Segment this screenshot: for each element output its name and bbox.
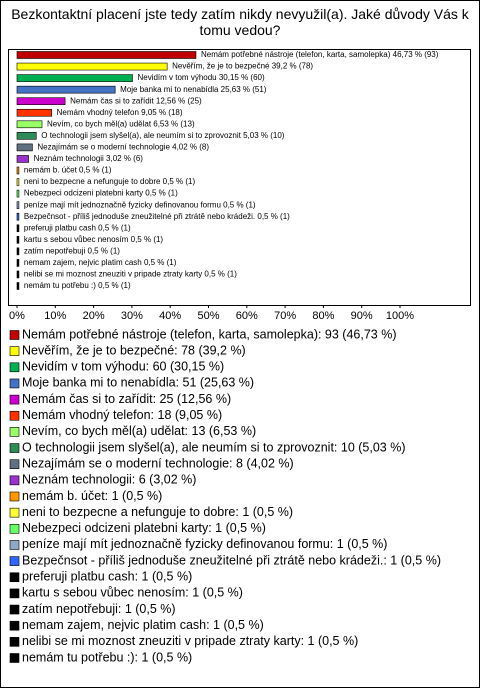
legend-label: Nemám čas si to zařídit: 25 (12,56 %): [22, 392, 231, 406]
bar-label: kartu s sebou vůbec nenosím 0,5 % (1): [24, 235, 164, 244]
bar: [16, 212, 20, 221]
bar-label: Nemám vhodný telefon 9,05 % (18): [57, 108, 183, 117]
bar: [16, 259, 20, 267]
bar: [16, 120, 43, 129]
legend-label: Nevěřím, že je to bezpečné: 78 (39,2 %): [22, 343, 246, 357]
bar-label: Moje banka mi to nenabídla 25,63 % (51): [120, 85, 267, 94]
x-tick-label: 80%: [312, 310, 334, 322]
chart-title: Bezkontaktní placení jste tedy zatím nik…: [11, 6, 469, 38]
legend-swatch: [9, 653, 20, 663]
bar-label: Nebezpeci odcizeni platebni karty 0,5 % …: [24, 189, 178, 198]
legend-swatch: [9, 330, 20, 340]
bar-label: neni to bezpecne a nefunguje to dobre 0,…: [24, 177, 196, 186]
bar-label: peníze mají mít jednoznačně fyzicky defi…: [24, 200, 256, 209]
legend-swatch: [9, 588, 20, 599]
bar-label: Bezpečnsot - příliš jednoduše zneužiteln…: [24, 212, 290, 221]
legend-swatch: [9, 475, 20, 486]
legend-label: Moje banka mi to nenabídla: 51 (25,63 %): [22, 376, 254, 390]
x-tick-label: 60%: [236, 310, 258, 322]
x-tick-label: 20%: [83, 310, 105, 322]
legend-label: Nezajímám se o moderní technologie: 8 (4…: [22, 456, 294, 470]
x-tick-label: 30%: [121, 310, 143, 322]
bar: [16, 155, 29, 163]
bar-label: nemám tu potřebu :) 0,5 % (1): [24, 281, 131, 290]
bar-label: zatím nepotřebuji 0,5 % (1): [24, 246, 120, 255]
legend-label: Neznám technologii: 6 (3,02 %): [22, 473, 196, 487]
legend-label: Nevím, co bych měl(a) udělat: 13 (6,53 %…: [22, 424, 256, 438]
legend-swatch: [9, 572, 20, 583]
bar: [16, 247, 20, 256]
legend-label: nemám tu potřebu :): 1 (0,5 %): [22, 650, 192, 664]
bar: [16, 282, 20, 290]
bar-label: Nemám potřebné nástroje (telefon, karta,…: [201, 50, 439, 59]
bar: [16, 51, 197, 59]
legend-swatch: [9, 394, 20, 405]
bar: [16, 178, 20, 186]
x-tick-label: 70%: [274, 310, 296, 322]
legend-label: Nemám vhodný telefon: 18 (9,05 %): [22, 408, 222, 422]
bar: [16, 224, 20, 233]
legend-label: Nebezpeci odcizeni platebni karty: 1 (0,…: [22, 521, 266, 535]
legend-label: nelibi se mi moznost zneuziti v pripade …: [22, 634, 358, 648]
title-box: Bezkontaktní placení jste tedy zatím nik…: [11, 6, 469, 38]
legend-label: Nevidím v tom výhodu: 60 (30,15 %): [22, 360, 224, 374]
legend-label: neni to bezpecne a nefunguje to dobre: 1…: [22, 505, 293, 519]
legend-swatch: [9, 443, 20, 453]
x-tick-label: 50%: [197, 310, 219, 322]
bar-label: Nevidím v tom výhodu 30,15 % (60): [137, 73, 265, 82]
legend-swatch: [9, 556, 20, 566]
legend-swatch: [9, 523, 20, 534]
bar: [16, 74, 133, 82]
bar: [16, 97, 66, 105]
legend-swatch: [9, 604, 20, 615]
legend-swatch: [9, 459, 20, 470]
legend-swatch: [9, 620, 20, 631]
legend-swatch: [9, 362, 20, 373]
bar: [16, 201, 20, 209]
bar-label: nelibi se mi moznost zneuziti v pripade …: [24, 270, 237, 279]
legend-swatch: [9, 346, 20, 356]
bar: [16, 166, 20, 175]
bar-label: nemam zajem, nejvic platim cash 0,5 % (1…: [24, 258, 177, 267]
legend-swatch: [9, 427, 20, 437]
bar-label: O technologii jsem slyšel(a), ale neumím…: [41, 131, 285, 140]
legend-label: zatím nepotřebuji: 1 (0,5 %): [22, 602, 176, 616]
bar: [16, 236, 20, 244]
bar-label: Neznám technologii 3,02 % (6): [34, 154, 144, 163]
bar-label: nemám b. účet 0,5 % (1): [24, 166, 112, 175]
bar: [16, 270, 20, 279]
x-tick-label: 100%: [386, 310, 414, 322]
bar: [16, 189, 20, 198]
bar: [16, 143, 33, 152]
x-tick-label: 40%: [159, 310, 181, 322]
legend-swatch: [9, 491, 20, 502]
legend-swatch: [9, 637, 20, 647]
bar: [16, 62, 168, 71]
bar-label: Nemám čas si to zařídit 12,56 % (25): [70, 96, 202, 105]
x-tick-label: 90%: [351, 310, 373, 322]
legend-label: nemam zajem, nejvic platim cash: 1 (0,5 …: [22, 618, 264, 632]
legend-label: nemám b. účet: 1 (0,5 %): [22, 489, 162, 503]
legend-swatch: [9, 540, 20, 550]
legend-label: Bezpečnsot - příliš jednoduše zneužiteln…: [22, 553, 441, 567]
legend-swatch: [9, 410, 20, 421]
legend-label: peníze mají mít jednoznačně fyzicky defi…: [22, 537, 387, 551]
bar-label: Nevím, co bych měl(a) udělat 6,53 % (13): [47, 119, 195, 128]
legend-swatch: [9, 507, 20, 518]
bar: [16, 85, 116, 94]
legend-label: Nemám potřebné nástroje (telefon, karta,…: [22, 327, 397, 341]
x-tick-label: 0%: [9, 310, 25, 322]
bar: [16, 132, 37, 140]
bar-label: preferuji platbu cash 0,5 % (1): [24, 223, 131, 232]
legend-swatch: [9, 378, 20, 389]
legend-label: kartu s sebou vůbec nenosím: 1 (0,5 %): [22, 586, 243, 600]
x-tick-label: 10%: [44, 310, 66, 322]
plot-area: Nemám potřebné nástroje (telefon, karta,…: [16, 50, 439, 290]
bar-label: Nezajímám se o moderní technologie 4,02 …: [37, 143, 209, 152]
bar: [16, 108, 52, 117]
bar-label: Nevěřím, že je to bezpečné 39,2 % (78): [172, 62, 313, 71]
legend-label: O technologii jsem slyšel(a), ale neumím…: [22, 440, 406, 454]
legend-label: preferuji platbu cash: 1 (0,5 %): [22, 570, 192, 584]
